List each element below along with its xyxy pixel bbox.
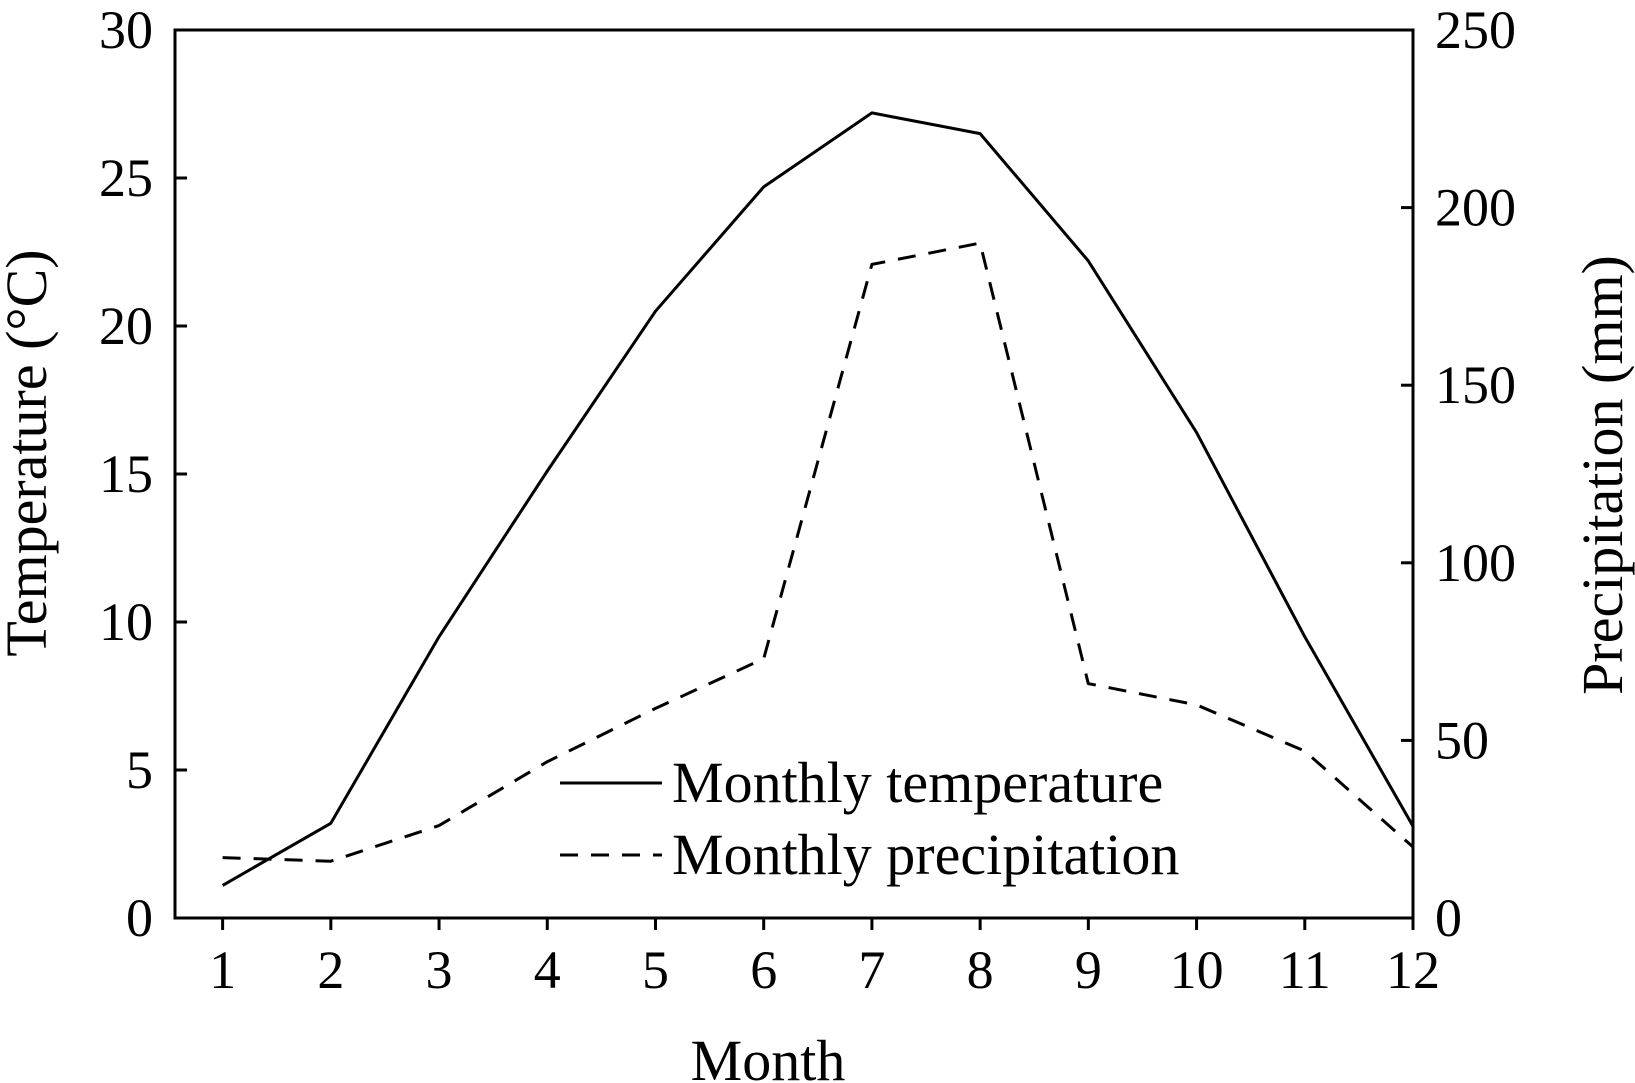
x-tick-label: 11	[1279, 940, 1331, 1000]
x-tick-label: 1	[209, 940, 236, 1000]
x-tick-label: 2	[317, 940, 344, 1000]
x-axis-ticks: 1 2 3 4 5 6 7 8 9 10 11 12	[209, 918, 1440, 1000]
y-left-tick-label: 0	[126, 888, 153, 948]
x-tick-label: 9	[1075, 940, 1102, 1000]
series-layer	[221, 111, 1415, 887]
y-right-tick-label: 150	[1435, 355, 1516, 415]
y-left-tick-label: 30	[99, 0, 153, 60]
y-right-tick-label: 100	[1435, 533, 1516, 593]
y-right-tick-label: 250	[1435, 0, 1516, 60]
y-left-tick-label: 20	[99, 296, 153, 356]
y-right-tick-label: 200	[1435, 178, 1516, 238]
x-axis-title: Month	[691, 1028, 846, 1083]
legend-label-temperature: Monthly temperature	[672, 750, 1163, 815]
y-left-axis-ticks: 0 5 10 15 20 25 30	[99, 0, 187, 948]
x-tick-label: 4	[534, 940, 561, 1000]
legend-label-precipitation: Monthly precipitation	[672, 822, 1179, 887]
x-tick-label: 12	[1386, 940, 1440, 1000]
y-right-tick-label: 50	[1435, 710, 1489, 770]
x-tick-label: 5	[642, 940, 669, 1000]
y-left-tick-label: 25	[99, 148, 153, 208]
y-right-tick-label: 0	[1435, 888, 1462, 948]
x-tick-label: 3	[426, 940, 453, 1000]
y-left-tick-label: 5	[126, 740, 153, 800]
temperature-series-line	[221, 111, 1415, 887]
x-tick-label: 8	[967, 940, 994, 1000]
legend: Monthly temperature Monthly precipitatio…	[560, 750, 1179, 887]
x-tick-label: 10	[1170, 940, 1224, 1000]
y-right-axis-title: Precipitation (mm)	[1570, 255, 1635, 695]
precipitation-series-line	[222, 241, 1414, 863]
y-left-tick-label: 15	[99, 444, 153, 504]
y-right-axis-ticks: 0 50 100 150 200 250	[1401, 0, 1516, 948]
y-left-axis-title: Temperature (°C)	[0, 249, 59, 656]
x-tick-label: 7	[858, 940, 885, 1000]
y-left-tick-label: 10	[99, 592, 153, 652]
x-tick-label: 6	[750, 940, 777, 1000]
